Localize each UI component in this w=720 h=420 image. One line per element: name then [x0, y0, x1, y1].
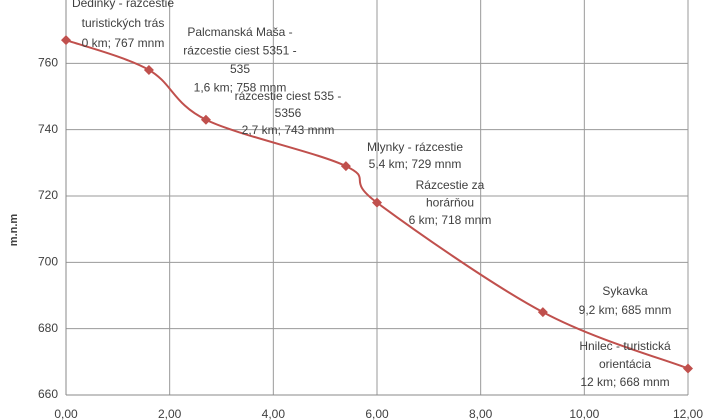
point-label: Rázcestie za: [416, 178, 485, 192]
marker: [61, 35, 71, 46]
point-label: 5356: [275, 106, 302, 120]
point-label: rázcestie ciest 5351 -: [183, 44, 296, 58]
marker: [537, 307, 548, 318]
marker: [143, 64, 154, 75]
y-tick-label: 720: [38, 188, 58, 202]
point-label: 2,7 km; 743 mnm: [242, 123, 335, 137]
y-tick-label: 700: [38, 255, 58, 269]
point-label: Sykavka: [602, 284, 648, 298]
point-label: rázcestie ciest 535 -: [235, 89, 342, 103]
x-tick-label: 12,00: [673, 407, 703, 420]
x-tick-label: 4,00: [262, 407, 286, 420]
marker: [372, 197, 382, 208]
y-axis-label: m.n.m: [8, 214, 20, 247]
x-tick-label: 8,00: [469, 407, 493, 420]
point-label: 535: [230, 62, 250, 76]
y-tick-label: 660: [38, 387, 58, 401]
point-label: orientácia: [599, 357, 651, 371]
point-label: 12 km; 668 mnm: [580, 375, 669, 389]
point-label: Palcmanská Maša -: [187, 25, 292, 39]
point-label: Dedinky - rázcestie: [72, 0, 174, 10]
x-tick-label: 2,00: [158, 407, 182, 420]
y-tick-label: 760: [38, 56, 58, 70]
marker: [683, 363, 693, 374]
point-label: 0 km; 767 mnm: [82, 36, 165, 50]
point-label: 1,6 km; 758 mnm: [194, 81, 287, 95]
marker: [200, 114, 211, 125]
y-tick-label: 780: [38, 0, 58, 3]
y-tick-label: 740: [38, 122, 58, 136]
y-tick-label: 680: [38, 321, 58, 335]
point-label: 5,4 km; 729 mnm: [369, 157, 462, 171]
point-label: Mlynky - rázcestie: [367, 140, 463, 154]
x-tick-label: 10,00: [569, 407, 599, 420]
marker: [340, 161, 351, 172]
point-label: 9,2 km; 685 mnm: [579, 303, 672, 317]
point-label: turistických trás: [82, 16, 165, 30]
point-label: horárňou: [426, 196, 474, 210]
point-label: 6 km; 718 mnm: [409, 213, 492, 227]
point-label: Hnilec - turistická: [579, 339, 671, 353]
x-tick-label: 6,00: [365, 407, 389, 420]
x-tick-label: 0,00: [54, 407, 78, 420]
